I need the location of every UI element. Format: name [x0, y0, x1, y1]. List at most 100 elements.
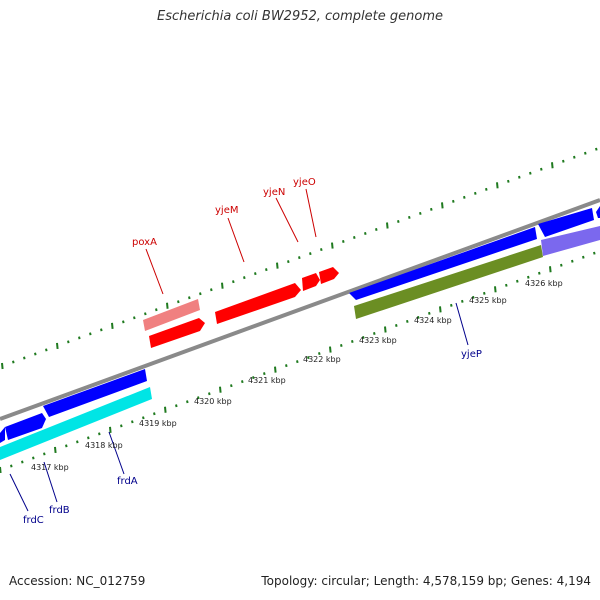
inner-minor-tick — [43, 452, 46, 456]
inner-minor-tick — [395, 323, 398, 327]
inner-major-tick — [439, 306, 442, 313]
outer-major-tick — [166, 302, 169, 309]
outer-minor-tick — [67, 340, 70, 344]
outer-major-tick — [441, 202, 444, 209]
outer-major-tick — [221, 282, 224, 289]
gene-feature-lavender[interactable] — [541, 226, 600, 256]
outer-minor-tick — [133, 316, 136, 320]
inner-minor-tick — [307, 356, 310, 360]
outer-minor-tick — [210, 288, 213, 292]
outer-minor-tick — [540, 167, 543, 171]
outer-major-tick — [386, 222, 389, 229]
outer-minor-tick — [122, 320, 125, 324]
outer-minor-tick — [408, 215, 411, 219]
inner-minor-tick — [186, 400, 189, 404]
gene-label-frdC[interactable]: frdC — [23, 515, 44, 526]
outer-minor-tick — [430, 207, 433, 211]
outer-minor-tick — [584, 151, 587, 155]
leader-line-poxA — [145, 248, 164, 295]
inner-minor-tick — [582, 255, 585, 259]
inner-minor-tick — [131, 420, 134, 424]
ruler-label-4318: 4318 kbp — [85, 441, 123, 450]
inner-minor-tick — [153, 412, 156, 416]
outer-minor-tick — [155, 308, 158, 312]
gene-label-frdB[interactable]: frdB — [49, 505, 70, 516]
inner-minor-tick — [538, 271, 541, 275]
gene-arrow-frdB[interactable] — [5, 413, 46, 440]
leader-line-yjeO — [305, 188, 317, 238]
gene-arrow-yjeN[interactable] — [302, 273, 320, 291]
ruler-label-4325: 4325 kbp — [469, 296, 507, 305]
ruler-label-4319: 4319 kbp — [139, 419, 177, 428]
outer-minor-tick — [287, 260, 290, 264]
gene-arrow-frdC[interactable] — [0, 427, 5, 443]
inner-minor-tick — [175, 404, 178, 408]
inner-minor-tick — [87, 436, 90, 440]
gene-feature-frd-cyan[interactable] — [0, 387, 152, 460]
outer-minor-tick — [364, 232, 367, 235]
inner-minor-tick — [197, 396, 200, 400]
ruler-label-4322: 4322 kbp — [303, 355, 341, 364]
gene-label-poxA[interactable]: poxA — [132, 237, 157, 248]
outer-minor-tick — [463, 195, 466, 199]
outer-minor-tick — [34, 352, 37, 356]
inner-minor-tick — [10, 464, 13, 468]
inner-minor-tick — [483, 291, 486, 295]
gene-arrow-yjeM[interactable] — [215, 283, 301, 324]
gene-label-yjeP[interactable]: yjeP — [461, 349, 482, 360]
gene-arrow-poxA[interactable] — [149, 318, 205, 348]
outer-minor-tick — [23, 356, 26, 360]
outer-minor-tick — [265, 268, 268, 272]
inner-major-tick — [384, 326, 387, 333]
inner-minor-tick — [76, 440, 79, 444]
gene-arrow-yjeO[interactable] — [319, 267, 339, 284]
ruler-label-4324: 4324 kbp — [414, 316, 452, 325]
accession-text: Accession: NC_012759 — [9, 574, 146, 588]
outer-minor-tick — [397, 219, 400, 223]
gene-label-yjeO[interactable]: yjeO — [293, 177, 316, 188]
inner-minor-tick — [340, 344, 343, 348]
inner-minor-tick — [65, 444, 68, 448]
outer-minor-tick — [309, 252, 312, 256]
outer-minor-tick — [188, 296, 191, 300]
inner-minor-tick — [505, 283, 508, 287]
leader-line-frdA — [108, 431, 125, 475]
gene-label-yjeM[interactable]: yjeM — [215, 205, 238, 216]
inner-minor-tick — [373, 332, 376, 335]
outer-minor-tick — [419, 211, 422, 215]
gene-label-frdA[interactable]: frdA — [117, 476, 138, 487]
ruler-label-4326: 4326 kbp — [525, 279, 563, 288]
outer-minor-tick — [474, 191, 477, 195]
inner-minor-tick — [21, 460, 24, 464]
inner-minor-tick — [318, 352, 321, 356]
inner-minor-tick — [461, 299, 464, 303]
gene-label-yjeN[interactable]: yjeN — [263, 187, 285, 198]
gene-arrow-blue-right[interactable] — [538, 208, 594, 237]
outer-minor-tick — [232, 280, 235, 284]
inner-major-tick — [164, 406, 167, 413]
inner-minor-tick — [120, 424, 123, 428]
outer-minor-tick — [507, 179, 510, 183]
outer-minor-tick — [452, 199, 455, 203]
inner-minor-tick — [450, 303, 453, 307]
inner-minor-tick — [527, 275, 530, 279]
outer-minor-tick — [243, 276, 246, 280]
inner-major-tick — [109, 426, 112, 433]
gene-arrow-frdA[interactable] — [43, 369, 147, 417]
inner-major-tick — [219, 386, 222, 393]
gene-feature-yjeP-olive[interactable] — [354, 245, 543, 319]
gene-arrow-blue-edge[interactable] — [596, 206, 600, 218]
inner-minor-tick — [571, 259, 574, 263]
outer-minor-tick — [177, 300, 180, 304]
outer-minor-tick — [89, 332, 92, 336]
outer-major-tick — [276, 262, 279, 269]
inner-major-tick — [0, 466, 2, 474]
outer-minor-tick — [562, 159, 565, 163]
gene-feature-poxA-pink[interactable] — [143, 299, 200, 331]
inner-minor-tick — [296, 360, 299, 364]
gene-arrow-blue-long[interactable] — [349, 227, 537, 300]
outer-minor-tick — [342, 240, 345, 244]
inner-minor-tick — [472, 295, 475, 299]
outer-minor-tick — [573, 155, 576, 159]
